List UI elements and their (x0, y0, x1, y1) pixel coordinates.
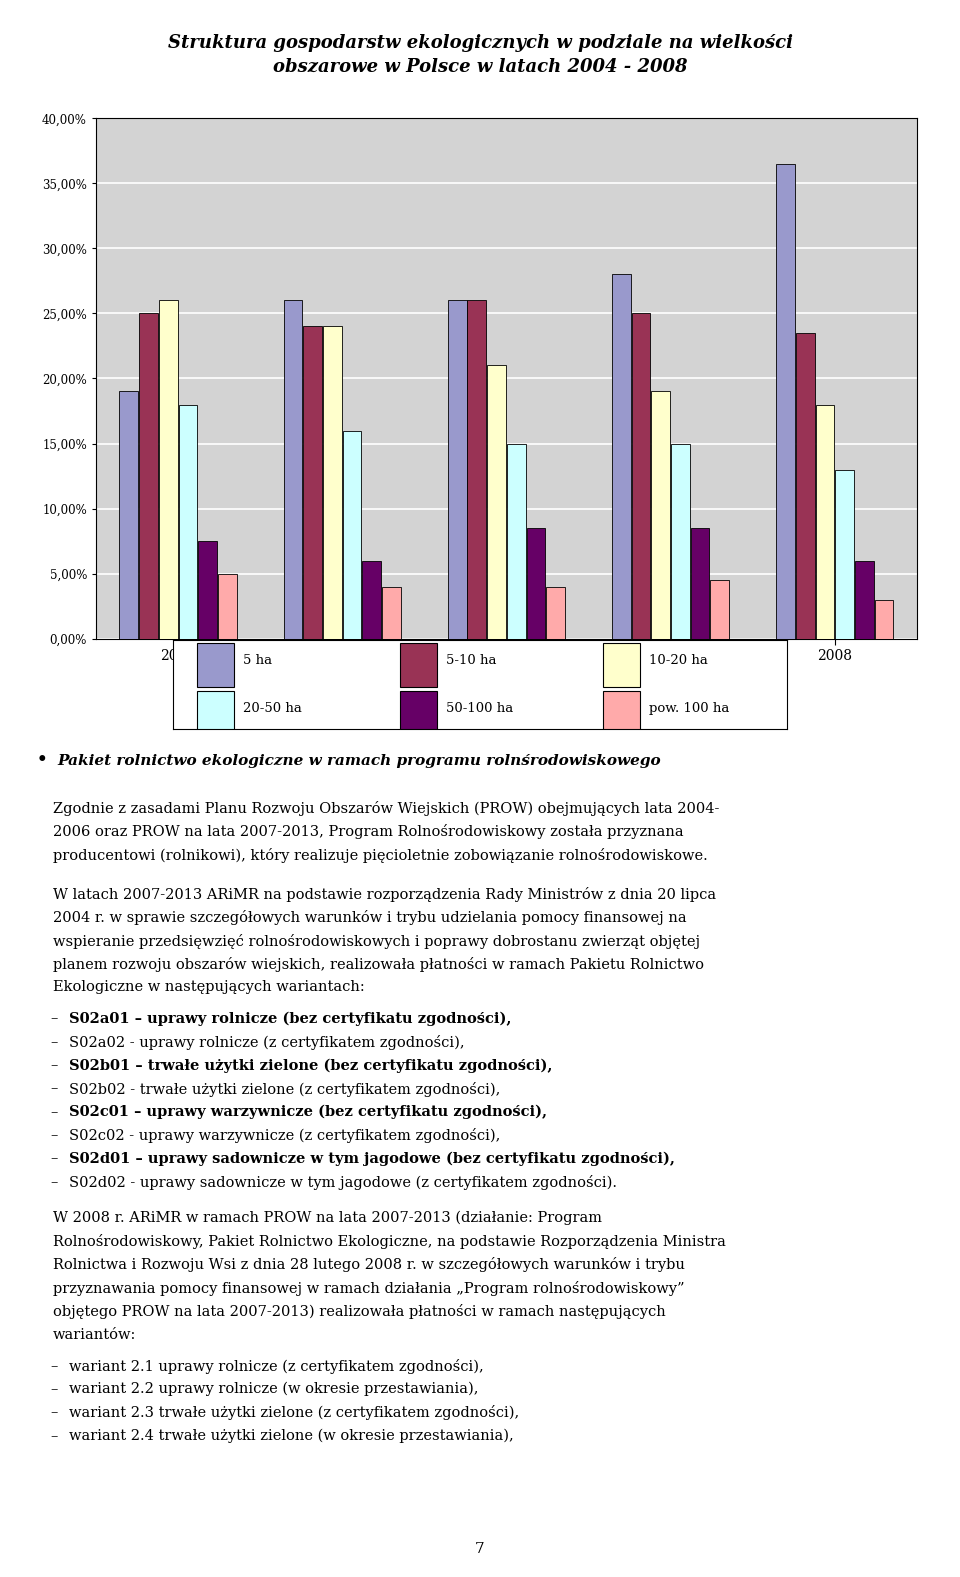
Bar (218, 574, 237, 639)
Bar (179, 404, 198, 639)
Text: 50-100 ha: 50-100 ha (446, 702, 514, 714)
Text: 10-20 ha: 10-20 ha (649, 654, 708, 667)
Bar (603, 691, 639, 735)
Text: S02d02 - uprawy sadownicze w tym jagodowe (z certyfikatem zgodności).: S02d02 - uprawy sadownicze w tym jagodow… (69, 1175, 617, 1191)
Text: wariant 2.3 trwałe użytki zielone (z certyfikatem zgodności),: wariant 2.3 trwałe użytki zielone (z cer… (69, 1405, 519, 1421)
Bar (776, 164, 795, 639)
Text: –: – (50, 1105, 58, 1118)
Bar (603, 643, 639, 688)
Bar (400, 691, 437, 735)
Bar (198, 691, 234, 735)
Bar (507, 443, 526, 639)
Text: –: – (50, 1151, 58, 1165)
Text: W latach 2007-2013 ARiMR na podstawie rozporządzenia Rady Ministrów z dnia 20 li: W latach 2007-2013 ARiMR na podstawie ro… (53, 886, 716, 902)
Bar (835, 470, 854, 639)
Bar (323, 326, 342, 639)
Bar (382, 587, 401, 639)
Text: S02a01 – uprawy rolnicze (bez certyfikatu zgodności),: S02a01 – uprawy rolnicze (bez certyfikat… (69, 1011, 512, 1027)
Bar (796, 333, 814, 639)
Bar (400, 643, 437, 688)
Bar (447, 300, 467, 639)
Bar (343, 431, 362, 639)
Bar (527, 528, 545, 639)
Text: objętego PROW na lata 2007-2013) realizowała płatności w ramach następujących: objętego PROW na lata 2007-2013) realizo… (53, 1304, 665, 1320)
Text: Ekologiczne w następujących wariantach:: Ekologiczne w następujących wariantach: (53, 981, 365, 994)
Bar (651, 391, 670, 639)
Text: –: – (50, 1082, 58, 1096)
Bar (199, 541, 217, 639)
Bar (612, 274, 631, 639)
Text: 5 ha: 5 ha (244, 654, 273, 667)
Bar (468, 300, 486, 639)
Text: 7: 7 (475, 1542, 485, 1556)
Bar (875, 599, 894, 639)
Bar (119, 391, 138, 639)
Text: Rolnośrodowiskowy, Pakiet Rolnictwo Ekologiczne, na podstawie Rozporządzenia Min: Rolnośrodowiskowy, Pakiet Rolnictwo Ekol… (53, 1235, 726, 1249)
Bar (546, 587, 565, 639)
Bar (139, 314, 157, 639)
Text: pow. 100 ha: pow. 100 ha (649, 702, 730, 714)
Bar (198, 643, 234, 688)
Text: wariant 2.4 trwałe użytki zielone (w okresie przestawiania),: wariant 2.4 trwałe użytki zielone (w okr… (69, 1429, 514, 1443)
Text: W 2008 r. ARiMR w ramach PROW na lata 2007-2013 (działanie: Program: W 2008 r. ARiMR w ramach PROW na lata 20… (53, 1211, 602, 1225)
Text: Zgodnie z zasadami Planu Rozwoju Obszarów Wiejskich (PROW) obejmujących lata 200: Zgodnie z zasadami Planu Rozwoju Obszaró… (53, 801, 719, 817)
Text: wariantów:: wariantów: (53, 1328, 136, 1342)
Text: wspieranie przedsięwzięć rolnośrodowiskowych i poprawy dobrostanu zwierząt objęt: wspieranie przedsięwzięć rolnośrodowisko… (53, 934, 700, 949)
Text: 2006 oraz PROW na lata 2007-2013, Program Rolnośrodowiskowy została przyznana: 2006 oraz PROW na lata 2007-2013, Progra… (53, 825, 684, 839)
Text: 5-10 ha: 5-10 ha (446, 654, 496, 667)
Bar (283, 300, 302, 639)
Text: producentowi (rolnikowi), który realizuje pięcioletnie zobowiązanie rolnośrodowi: producentowi (rolnikowi), który realizuj… (53, 848, 708, 863)
Text: S02b01 – trwałe użytki zielone (bez certyfikatu zgodności),: S02b01 – trwałe użytki zielone (bez cert… (69, 1058, 553, 1072)
Bar (710, 580, 730, 639)
Text: –: – (50, 1359, 58, 1372)
Text: Rolnictwa i Rozwoju Wsi z dnia 28 lutego 2008 r. w szczegółowych warunków i tryb: Rolnictwa i Rozwoju Wsi z dnia 28 lutego… (53, 1257, 684, 1273)
Text: –: – (50, 1175, 58, 1189)
Bar (855, 561, 874, 639)
Text: Pakiet rolnictwo ekologiczne w ramach programu rolnśrodowiskowego: Pakiet rolnictwo ekologiczne w ramach pr… (58, 754, 661, 768)
Bar (691, 528, 709, 639)
Text: –: – (50, 1429, 58, 1443)
Text: S02c01 – uprawy warzywnicze (bez certyfikatu zgodności),: S02c01 – uprawy warzywnicze (bez certyfi… (69, 1105, 547, 1120)
Text: –: – (50, 1035, 58, 1049)
Bar (363, 561, 381, 639)
Text: wariant 2.2 uprawy rolnicze (w okresie przestawiania),: wariant 2.2 uprawy rolnicze (w okresie p… (69, 1381, 479, 1397)
Bar (303, 326, 322, 639)
Text: przyznawania pomocy finansowej w ramach działania „Program rolnośrodowiskowy”: przyznawania pomocy finansowej w ramach … (53, 1281, 684, 1296)
Text: 20-50 ha: 20-50 ha (244, 702, 302, 714)
Text: –: – (50, 1381, 58, 1396)
Text: –: – (50, 1128, 58, 1142)
Text: 2004 r. w sprawie szczegółowych warunków i trybu udzielania pomocy finansowej na: 2004 r. w sprawie szczegółowych warunków… (53, 910, 686, 926)
Text: –: – (50, 1058, 58, 1072)
Text: •: • (36, 751, 47, 768)
Text: –: – (50, 1405, 58, 1419)
Text: S02c02 - uprawy warzywnicze (z certyfikatem zgodności),: S02c02 - uprawy warzywnicze (z certyfika… (69, 1128, 500, 1143)
Bar (487, 366, 506, 639)
Bar (671, 443, 690, 639)
Text: S02b02 - trwałe użytki zielone (z certyfikatem zgodności),: S02b02 - trwałe użytki zielone (z certyf… (69, 1082, 500, 1096)
Text: planem rozwoju obszarów wiejskich, realizowała płatności w ramach Pakietu Rolnic: planem rozwoju obszarów wiejskich, reali… (53, 957, 704, 971)
Bar (158, 300, 178, 639)
Text: wariant 2.1 uprawy rolnicze (z certyfikatem zgodności),: wariant 2.1 uprawy rolnicze (z certyfika… (69, 1359, 484, 1374)
Text: Struktura gospodarstw ekologicznych w podziale na wielkości: Struktura gospodarstw ekologicznych w po… (167, 33, 793, 52)
Bar (632, 314, 650, 639)
Text: S02d01 – uprawy sadownicze w tym jagodowe (bez certyfikatu zgodności),: S02d01 – uprawy sadownicze w tym jagodow… (69, 1151, 675, 1165)
Text: S02a02 - uprawy rolnicze (z certyfikatem zgodności),: S02a02 - uprawy rolnicze (z certyfikatem… (69, 1035, 465, 1050)
Text: –: – (50, 1011, 58, 1025)
Text: obszarowe w Polsce w latach 2004 - 2008: obszarowe w Polsce w latach 2004 - 2008 (273, 58, 687, 76)
Bar (815, 404, 834, 639)
